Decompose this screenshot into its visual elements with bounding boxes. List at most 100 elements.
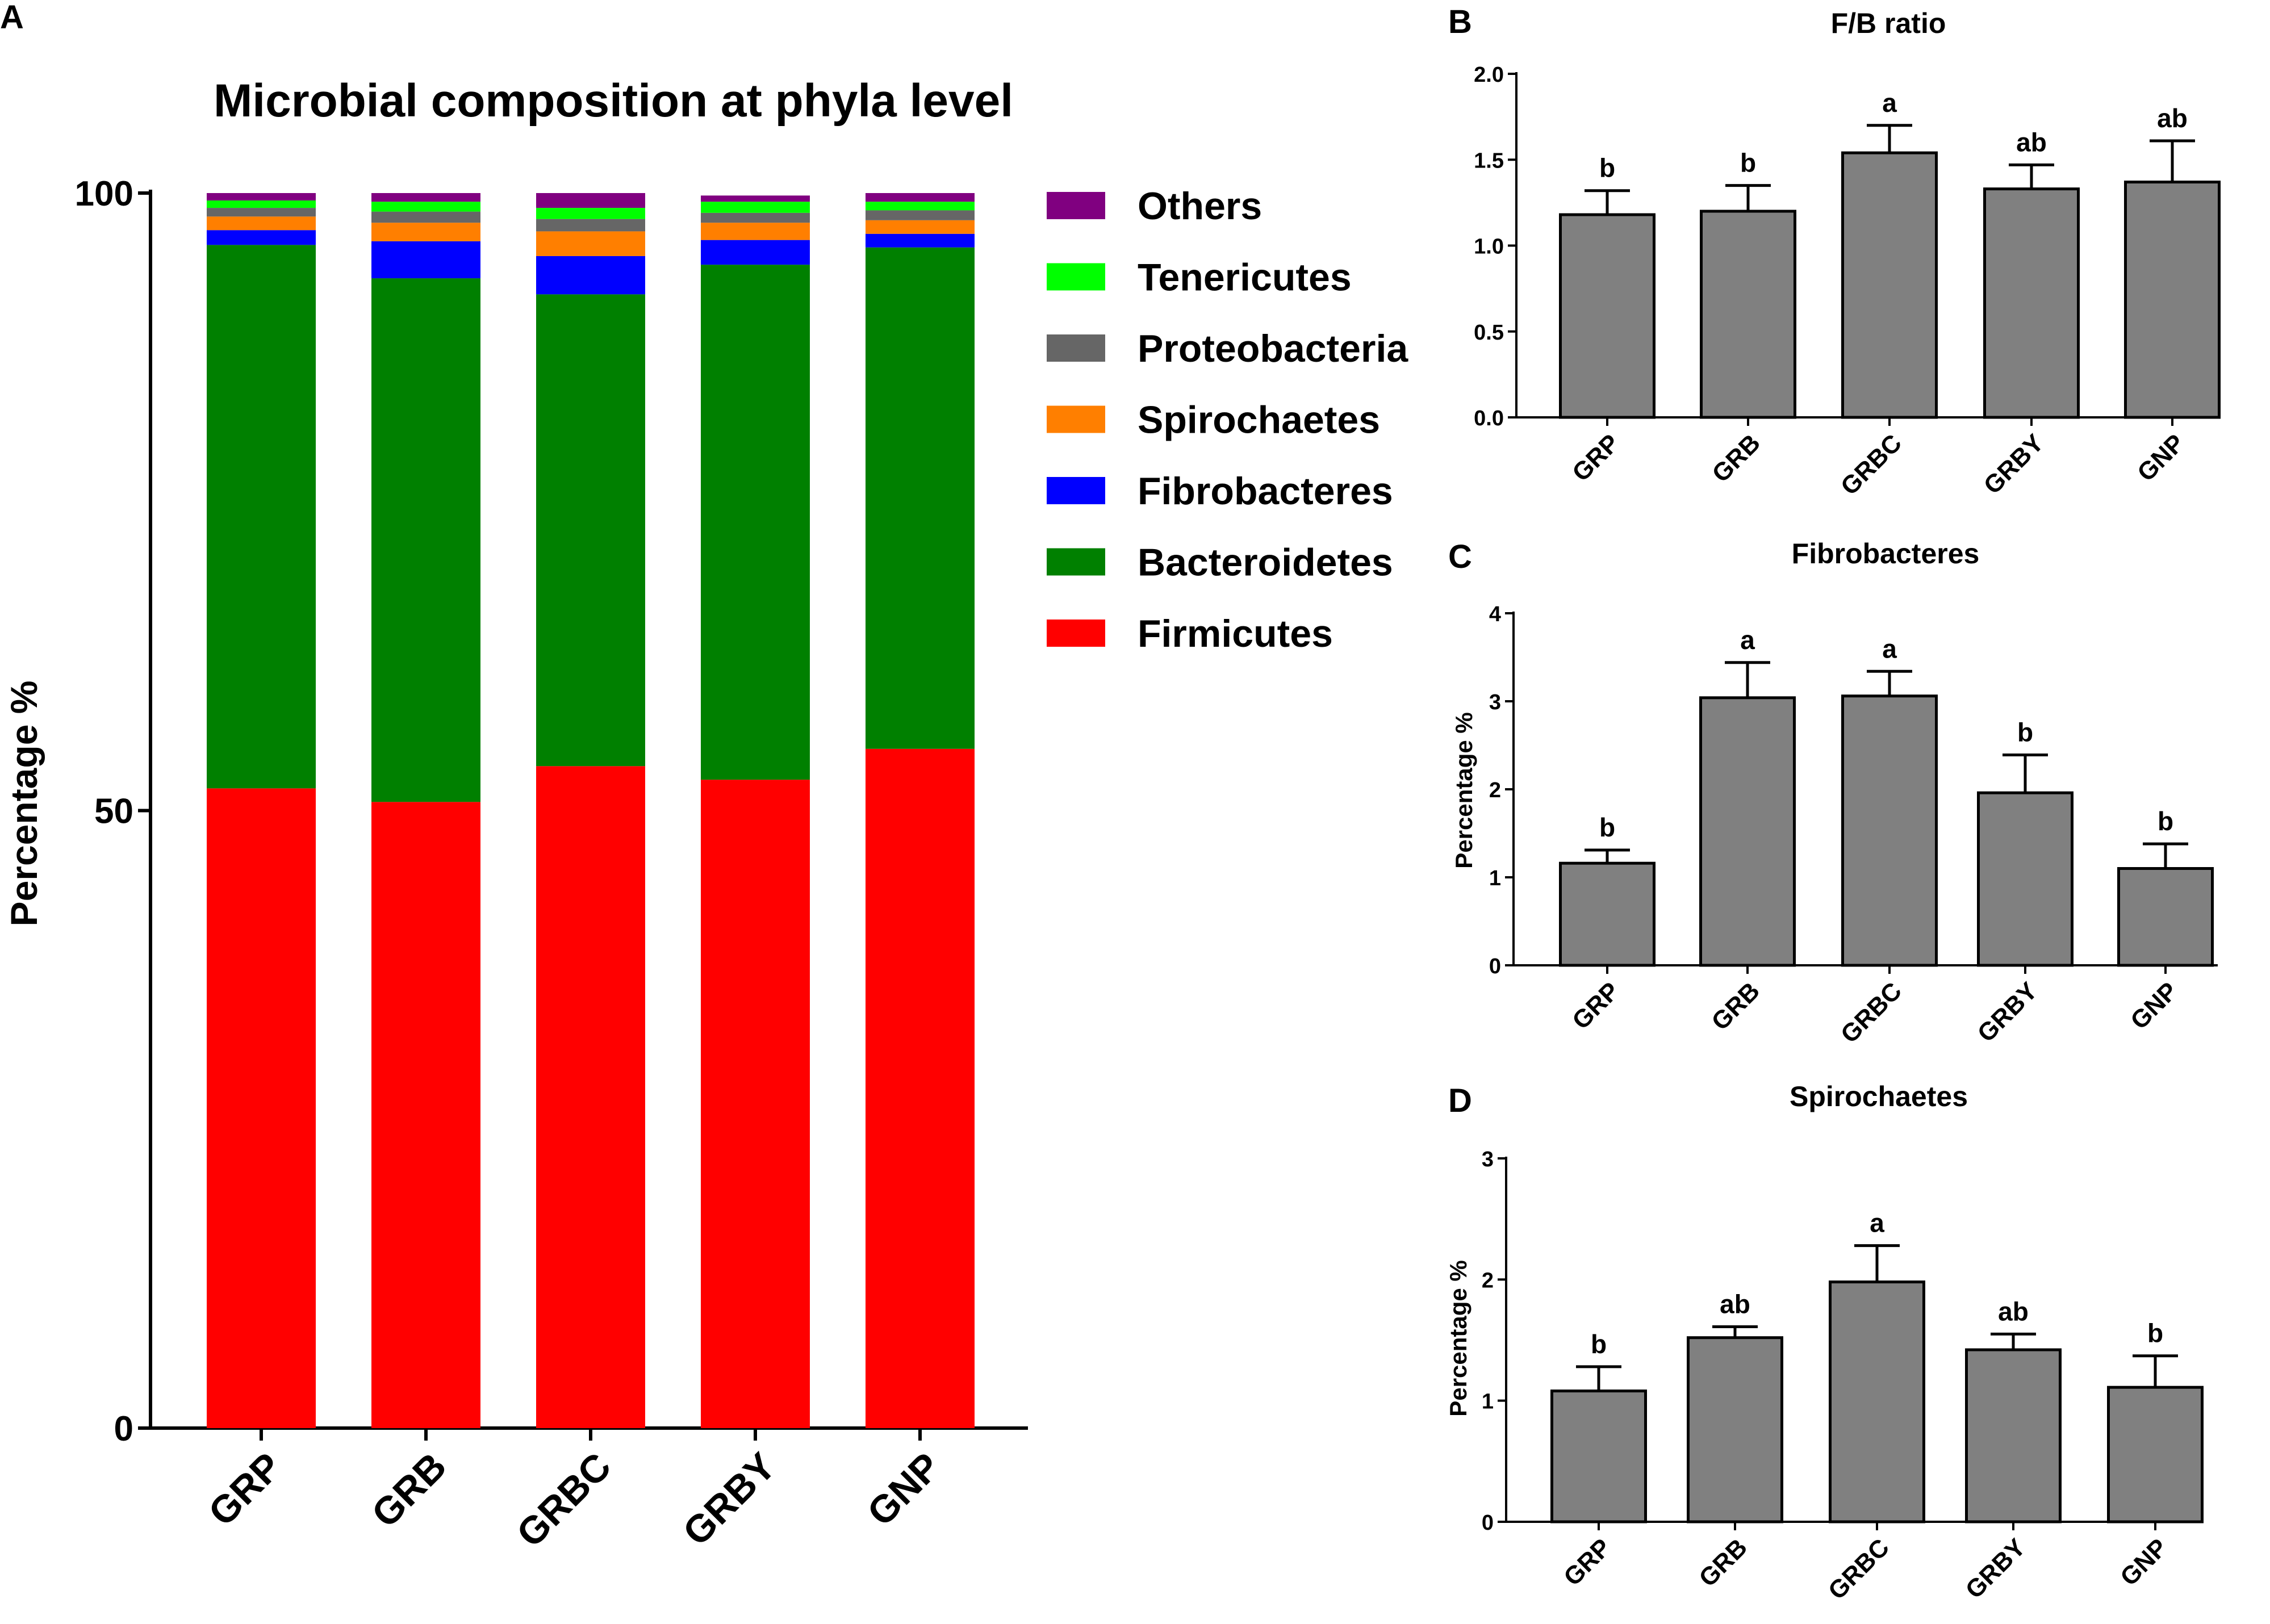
chart-c-bar-grp [1559, 861, 1656, 967]
chart-d-x-tick-label: GRB [1694, 1533, 1753, 1592]
chart-a-x-tick-label: GNP [859, 1445, 949, 1534]
chart-b-title: F/B ratio [1831, 7, 1946, 39]
chart-a-bar-others-grb [371, 193, 480, 202]
chart-c-y-tick-label: 1 [1489, 867, 1501, 890]
chart-b-x-tick-label: GNP [2132, 429, 2190, 487]
chart-c-x-tick-label: GRBC [1836, 977, 1907, 1048]
chart-c-significance-label: b [2017, 718, 2033, 747]
chart-a-bar-proteobacteria-grb [371, 211, 480, 223]
chart-d-y-axis-label: Percentage % [1445, 1260, 1471, 1416]
chart-a-bar-firmicutes-grby [701, 780, 810, 1428]
chart-a-bar-bacteroidetes-gnp [866, 247, 975, 749]
chart-c-bar-grb [1699, 696, 1796, 967]
chart-a-bar-fibrobacteres-grp [207, 230, 316, 245]
legend-swatch-fibrobacteres [1047, 477, 1105, 504]
legend-swatch-spirochaetes [1047, 405, 1105, 433]
chart-b-significance-label: ab [2016, 127, 2047, 157]
chart-b-bar-grby [1983, 187, 2080, 419]
chart-c-bar-grbc [1841, 694, 1938, 967]
chart-c-significance-label: b [1599, 813, 1615, 842]
chart-a-x-tick-label: GRBY [675, 1445, 784, 1554]
legend-label-firmicutes: Firmicutes [1138, 612, 1333, 655]
chart-a-bar-tenericutes-grb [371, 202, 480, 212]
chart-d-x-tick-label: GNP [2115, 1533, 2173, 1591]
chart-d: Spirochaetes Percentage % 0123bGRPabGRBa… [1445, 1081, 2204, 1605]
legend-swatch-tenericutes [1047, 263, 1105, 291]
chart-c-significance-label: a [1740, 625, 1755, 655]
chart-a-bar-firmicutes-grp [207, 788, 316, 1428]
chart-c-significance-label: b [2158, 806, 2173, 836]
chart-b-y-tick-label: 2.0 [1474, 63, 1504, 87]
legend-label-others: Others [1138, 185, 1262, 228]
chart-a-bar-tenericutes-grby [701, 202, 810, 213]
chart-a-bar-others-grp [207, 193, 316, 201]
chart-a-bar-proteobacteria-gnp [866, 210, 975, 220]
panel-label-d: D [1448, 1082, 1472, 1119]
chart-a-bar-firmicutes-grb [371, 802, 480, 1428]
chart-b-x-tick-label: GRBC [1836, 429, 1907, 500]
chart-b-significance-label: b [1740, 148, 1756, 178]
chart-b-significance-label: b [1599, 153, 1615, 183]
chart-c-y-tick-label: 4 [1489, 602, 1501, 626]
chart-a-bar-tenericutes-gnp [866, 202, 975, 211]
chart-a-bar-proteobacteria-grp [207, 208, 316, 217]
chart-b-bar-grb [1700, 210, 1796, 419]
chart-a-bar-spirochaetes-grb [371, 223, 480, 241]
chart-c-y-tick-label: 3 [1489, 690, 1501, 714]
chart-a-bar-fibrobacteres-grby [701, 240, 810, 265]
chart-b-y-tick-label: 0.0 [1474, 407, 1504, 430]
legend-label-proteobacteria: Proteobacteria [1138, 327, 1408, 370]
chart-b-x-tick-label: GRB [1707, 429, 1766, 488]
chart-d-bar-gnp [2107, 1386, 2204, 1523]
chart-a-y-axis-label: Percentage % [3, 681, 45, 927]
chart-a-bar-proteobacteria-grby [701, 212, 810, 223]
chart-a-bar-others-grbc [536, 193, 645, 208]
chart-c-y-axis-label: Percentage % [1450, 712, 1477, 868]
chart-a-bar-others-grby [701, 195, 810, 202]
chart-a-x-tick-label: GRBC [508, 1445, 619, 1555]
chart-c-x-tick-label: GRP [1567, 977, 1625, 1035]
chart-a-bar-firmicutes-grbc [536, 766, 645, 1428]
chart-c-x-tick-label: GNP [2125, 977, 2183, 1035]
chart-a-bar-others-gnp [866, 193, 975, 202]
chart-d-significance-label: b [2147, 1319, 2163, 1348]
chart-c-x-tick-label: GRBY [1972, 977, 2043, 1048]
chart-d-y-tick-label: 3 [1482, 1148, 1494, 1171]
chart-c-y-tick-label: 0 [1489, 955, 1501, 978]
chart-d-significance-label: ab [1720, 1290, 1750, 1319]
chart-a-bar-tenericutes-grbc [536, 208, 645, 219]
chart-a-x-tick-label: GRP [200, 1445, 290, 1534]
chart-d-bar-grb [1687, 1336, 1783, 1523]
chart-b-x-tick-label: GRBY [1979, 429, 2050, 500]
chart-b-y-tick-label: 1.0 [1474, 235, 1504, 259]
chart-a-bar-bacteroidetes-grby [701, 265, 810, 780]
chart-d-y-tick-label: 2 [1482, 1269, 1494, 1292]
chart-b-bar-grp [1559, 213, 1656, 419]
legend-swatch-others [1047, 192, 1105, 219]
chart-c-title: Fibrobacteres [1792, 538, 1980, 570]
chart-a-bar-spirochaetes-grp [207, 216, 316, 231]
legend-label-fibrobacteres: Fibrobacteres [1138, 470, 1393, 513]
chart-d-bar-grp [1550, 1389, 1647, 1523]
chart-b-significance-label: ab [2157, 103, 2188, 133]
chart-a-bar-bacteroidetes-grb [371, 278, 480, 802]
chart-a-x-tick-label: GRB [363, 1445, 455, 1536]
chart-d-x-tick-label: GRBY [1960, 1533, 2031, 1604]
chart-c-y-tick-label: 2 [1489, 778, 1501, 802]
chart-a-y-tick-label: 100 [75, 174, 133, 214]
chart-a-bar-bacteroidetes-grbc [536, 294, 645, 767]
chart-c: Fibrobacteres Percentage % 0 1 2 3 4 b GRP a GRB… [1450, 538, 2218, 1049]
chart-d-y-tick-label: 0 [1482, 1511, 1494, 1535]
chart-a-bar-bacteroidetes-grp [207, 245, 316, 789]
panel-label-b: B [1448, 3, 1472, 40]
chart-a-y-tick-label: 50 [94, 792, 133, 831]
chart-a-bar-spirochaetes-gnp [866, 220, 975, 234]
chart-a: Microbial composition at phyla level Per… [3, 75, 1408, 1555]
chart-d-title: Spirochaetes [1790, 1081, 1968, 1112]
chart-b-y-tick-label: 1.5 [1474, 149, 1504, 173]
legend-label-bacteroidetes: Bacteroidetes [1138, 541, 1393, 584]
chart-a-bar-fibrobacteres-grb [371, 241, 480, 279]
chart-b-bar-gnp [2124, 181, 2221, 419]
chart-b-y-tick-label: 0.5 [1474, 321, 1504, 345]
chart-d-significance-label: ab [1998, 1296, 2029, 1326]
